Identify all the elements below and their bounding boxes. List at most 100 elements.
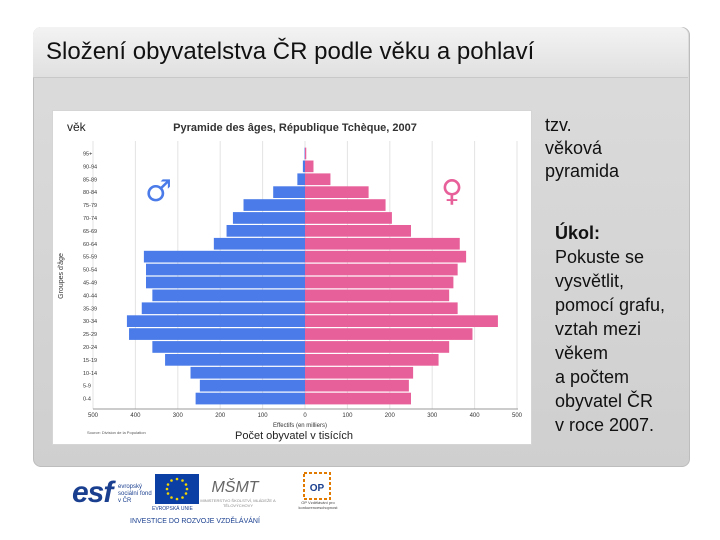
y-axis-label: Groupes d'âge [58,253,65,299]
chart-title: Pyramide des âges, République Tchèque, 2… [173,122,417,134]
y-tick-label: 10-14 [83,371,97,377]
bar-male [152,341,305,353]
bar-female [305,366,414,379]
bar-male [232,212,305,224]
x-axis-label: Effectifs (en milliers) [273,423,327,429]
side-line: věková [545,138,603,158]
task-line: obyvatel ČR [555,391,654,411]
y-tick-label: 20-24 [83,345,97,351]
side-line: tzv. [545,115,572,135]
eu-flag-icon [155,474,199,504]
bar-female [305,173,331,186]
y-tick-label: 0-4 [83,397,91,403]
task-line: pomocí grafu, [555,295,666,315]
eu-caption: EVROPSKÁ UNIE [152,506,193,512]
bar-male [195,392,305,405]
x-axis-label-cz: Počet obyvatel v tisících [235,430,353,442]
bar-female [305,147,307,160]
x-tick-label: 200 [385,413,396,419]
msmt-logo-text: MŠMT [211,477,259,496]
y-tick-label: 5-9 [83,384,91,390]
eu-stars [165,477,189,501]
bar-female [305,289,450,302]
x-tick-label: 400 [470,413,481,419]
esf-logo-subtitle: evropský sociální fond v ČR [118,484,152,504]
y-tick-label: 75-79 [83,203,97,209]
logo-strip: esf evropský sociální fond v ČR EVROPSKÁ… [60,470,360,532]
op-logo-text: OP [310,483,325,494]
task-line: vysvětlit, [555,271,625,291]
bar-female [305,160,314,173]
bar-female [305,392,411,405]
bar-female [305,186,369,198]
esf-logo-text: esf [72,476,113,509]
female-symbol-icon: ♀ [441,174,463,209]
x-tick-label: 200 [215,413,226,419]
slide-title: Složení obyvatelstva ČR podle věku a poh… [46,38,535,65]
op-logo: OP [286,472,348,510]
bar-male [302,160,305,173]
bar-female [305,315,498,327]
msmt-caption: MINISTERSTVO ŠKOLSTVÍ, MLÁDEŽE A TĚLOVÝC… [200,498,276,508]
y-tick-label: 95+ [83,151,92,157]
bar-female [305,250,467,263]
y-tick-label: 45-49 [83,280,97,286]
bar-female [305,328,473,340]
task-line: Pokuste se [555,247,645,267]
bar-female [305,276,454,289]
y-tick-label: 90-94 [83,164,97,170]
task-heading: Úkol: [555,223,600,243]
bar-male [146,276,305,289]
bar-male [143,250,305,263]
x-tick-label: 300 [427,413,438,419]
op-caption: OP Vzdělávání pro konkurenceschopnost [298,500,338,510]
x-tick-label: 300 [173,413,184,419]
x-tick-label: 400 [130,413,141,419]
y-tick-label: 50-54 [83,268,97,274]
op-logo-mark: OP [303,472,331,500]
bar-male [126,315,305,327]
bar-male [165,354,305,366]
y-tick-label: 40-44 [83,293,97,299]
chart-svg: Pyramide des âges, République Tchèque, 2… [58,120,523,442]
bar-female [305,237,460,250]
task-line: věkem [555,343,609,363]
task-line: vztah mezi [555,319,642,339]
bar-female [305,341,450,353]
task-line: a počtem [555,367,630,387]
x-tick-label: 500 [88,413,99,419]
x-tick-label: 0 [303,413,307,419]
task-line: v roce 2007. [555,415,655,435]
bar-male [243,199,305,211]
bar-male [199,379,305,392]
bar-female [305,379,409,392]
y-tick-label: 85-89 [83,177,97,183]
bar-male [213,237,305,250]
bar-male [297,173,305,186]
msmt-logo-mark: MŠMT [211,477,259,496]
side-label: tzv. věková pyramida [545,113,619,183]
y-tick-label: 25-29 [83,332,97,338]
y-tick-label: 15-19 [83,358,97,364]
bar-female [305,199,386,211]
x-tick-label: 100 [342,413,353,419]
y-tick-label: 65-69 [83,229,97,235]
title-bar [33,27,688,78]
side-line: pyramida [545,161,620,181]
task-box: Úkol: Pokuste se vysvětlit, pomocí grafu… [555,221,665,437]
bar-male [273,186,305,198]
esf-logo: esf evropský sociální fond v ČR [64,472,152,510]
bar-male [129,328,305,340]
bar-male [152,289,305,302]
y-tick-label: 70-74 [83,216,97,222]
bar-female [305,302,458,315]
bar-male [226,225,305,237]
bar-female [305,225,411,237]
bar-female [305,354,439,366]
x-tick-label: 100 [258,413,269,419]
x-tick-label: 500 [512,413,523,419]
y-tick-label: 55-59 [83,255,97,261]
y-tick-label: 35-39 [83,306,97,312]
male-symbol-icon: ♂ [145,174,172,209]
bar-male [146,263,305,276]
